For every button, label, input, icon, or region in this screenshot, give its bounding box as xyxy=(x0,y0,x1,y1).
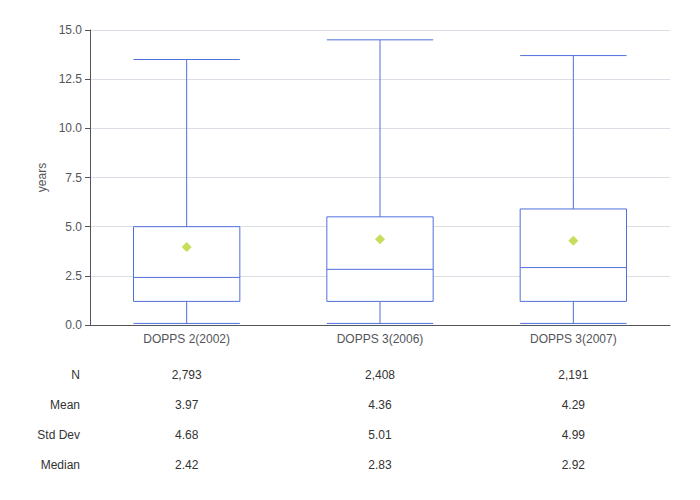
svg-text:Median: Median xyxy=(41,458,80,472)
svg-text:N: N xyxy=(71,368,80,382)
svg-text:2.83: 2.83 xyxy=(368,458,392,472)
svg-text:DOPPS 2(2002): DOPPS 2(2002) xyxy=(143,332,230,346)
svg-text:4.68: 4.68 xyxy=(175,428,199,442)
svg-text:2.42: 2.42 xyxy=(175,458,199,472)
svg-text:15.0: 15.0 xyxy=(59,23,83,37)
svg-text:4.36: 4.36 xyxy=(368,398,392,412)
svg-text:10.0: 10.0 xyxy=(59,121,83,135)
svg-text:years: years xyxy=(35,163,49,192)
svg-text:3.97: 3.97 xyxy=(175,398,199,412)
svg-text:2,408: 2,408 xyxy=(365,368,395,382)
svg-text:12.5: 12.5 xyxy=(59,72,83,86)
svg-text:Mean: Mean xyxy=(50,398,80,412)
svg-text:4.29: 4.29 xyxy=(562,398,586,412)
svg-text:5.01: 5.01 xyxy=(368,428,392,442)
svg-text:DOPPS 3(2006): DOPPS 3(2006) xyxy=(337,332,424,346)
svg-text:2,191: 2,191 xyxy=(558,368,588,382)
svg-text:7.5: 7.5 xyxy=(65,171,82,185)
svg-text:0.0: 0.0 xyxy=(65,318,82,332)
svg-text:2,793: 2,793 xyxy=(172,368,202,382)
svg-text:2.92: 2.92 xyxy=(562,458,586,472)
svg-text:Std Dev: Std Dev xyxy=(37,428,80,442)
svg-text:4.99: 4.99 xyxy=(562,428,586,442)
svg-text:5.0: 5.0 xyxy=(65,220,82,234)
svg-text:DOPPS 3(2007): DOPPS 3(2007) xyxy=(530,332,617,346)
svg-text:2.5: 2.5 xyxy=(65,269,82,283)
